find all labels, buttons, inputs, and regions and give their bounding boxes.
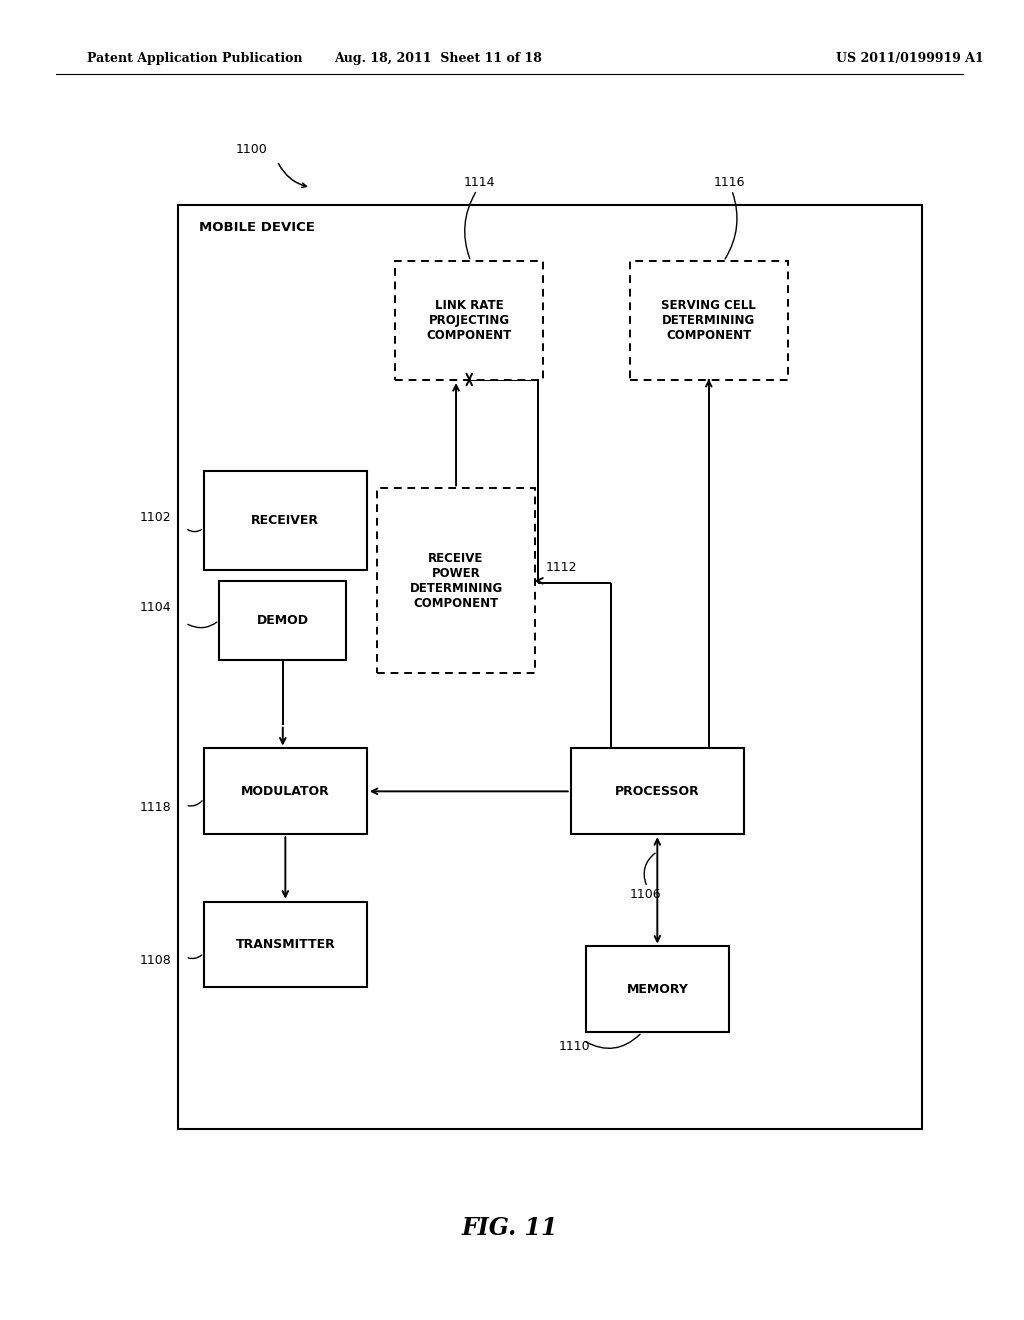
Text: TRANSMITTER: TRANSMITTER bbox=[236, 939, 335, 950]
Text: 1106: 1106 bbox=[630, 888, 662, 902]
Text: MEMORY: MEMORY bbox=[627, 983, 688, 995]
Text: 1104: 1104 bbox=[139, 601, 171, 614]
Text: RECEIVER: RECEIVER bbox=[251, 515, 319, 527]
Text: PROCESSOR: PROCESSOR bbox=[615, 785, 699, 797]
Text: DEMOD: DEMOD bbox=[257, 614, 309, 627]
Bar bbox=[377, 488, 535, 673]
Text: FIG. 11: FIG. 11 bbox=[461, 1216, 558, 1239]
Bar bbox=[630, 261, 787, 380]
Text: 1112: 1112 bbox=[545, 561, 577, 574]
Bar bbox=[204, 748, 367, 834]
Text: LINK RATE
PROJECTING
COMPONENT: LINK RATE PROJECTING COMPONENT bbox=[427, 300, 512, 342]
Text: 1100: 1100 bbox=[236, 143, 267, 156]
Text: 1116: 1116 bbox=[714, 176, 744, 189]
Bar bbox=[586, 946, 729, 1032]
Text: MODULATOR: MODULATOR bbox=[241, 785, 330, 797]
Text: 1110: 1110 bbox=[558, 1040, 590, 1053]
Bar bbox=[204, 471, 367, 570]
Text: Patent Application Publication: Patent Application Publication bbox=[87, 51, 302, 65]
Text: 1102: 1102 bbox=[139, 511, 171, 524]
Text: 1108: 1108 bbox=[139, 954, 171, 968]
Text: RECEIVE
POWER
DETERMINING
COMPONENT: RECEIVE POWER DETERMINING COMPONENT bbox=[410, 552, 503, 610]
Bar bbox=[219, 581, 346, 660]
Bar bbox=[178, 205, 923, 1129]
Bar bbox=[395, 261, 543, 380]
Text: SERVING CELL
DETERMINING
COMPONENT: SERVING CELL DETERMINING COMPONENT bbox=[662, 300, 756, 342]
Text: 1114: 1114 bbox=[464, 176, 496, 189]
Text: Aug. 18, 2011  Sheet 11 of 18: Aug. 18, 2011 Sheet 11 of 18 bbox=[334, 51, 542, 65]
Text: MOBILE DEVICE: MOBILE DEVICE bbox=[199, 220, 314, 234]
Text: 1118: 1118 bbox=[139, 801, 171, 814]
Bar bbox=[570, 748, 744, 834]
Bar bbox=[204, 902, 367, 987]
Text: US 2011/0199919 A1: US 2011/0199919 A1 bbox=[836, 51, 983, 65]
